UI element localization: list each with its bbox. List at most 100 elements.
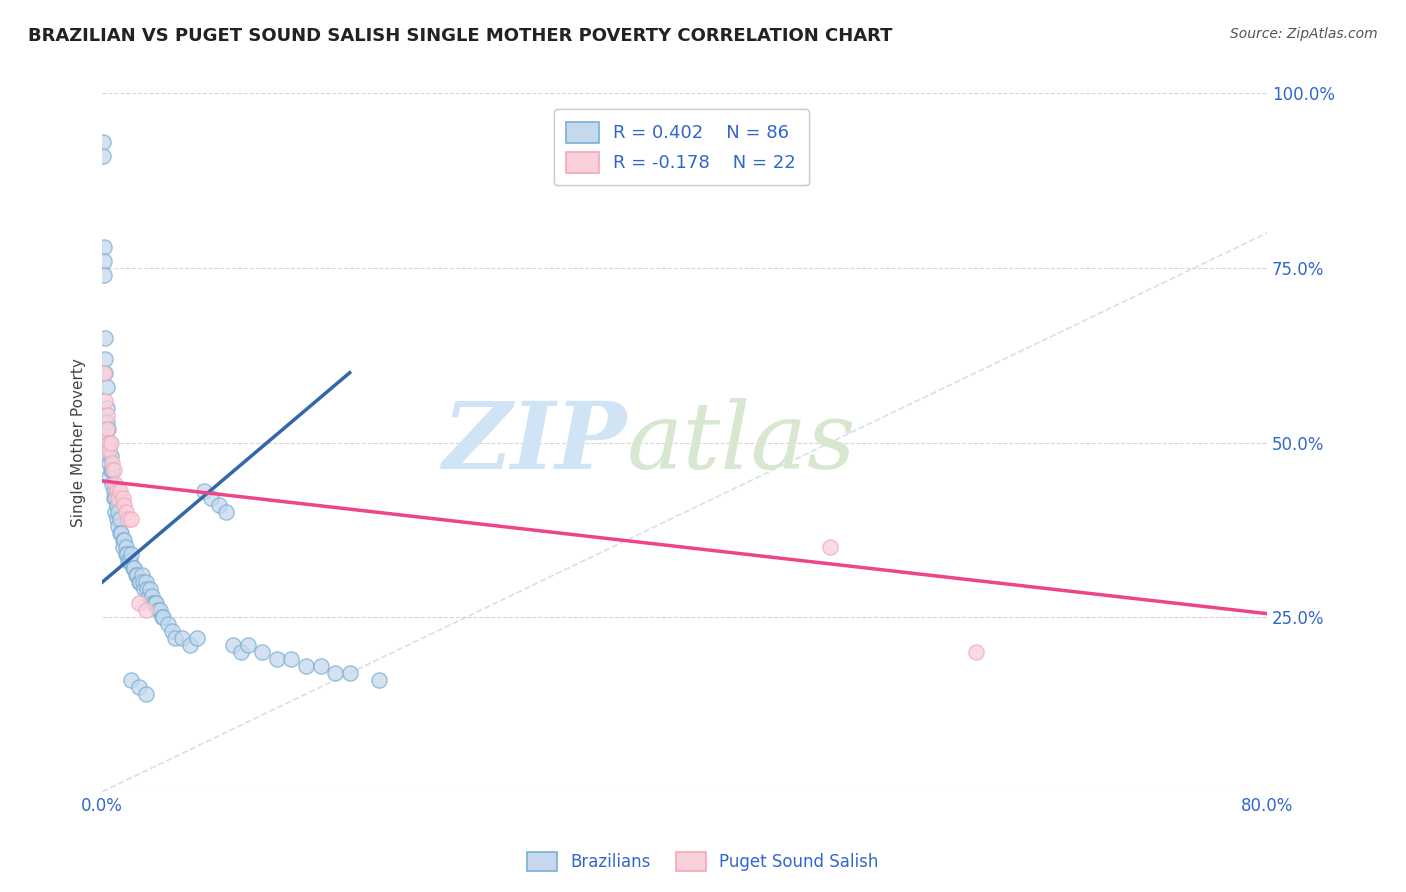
Point [104,477,127,491]
Point [101,477,124,491]
Legend: Brazilians, Puget Sound Salish: Brazilians, Puget Sound Salish [519,843,887,880]
Point [111,491,134,506]
Point [172,631,194,645]
Point [145,596,167,610]
Point [114,541,136,555]
Point [200,491,222,506]
Point [186,631,208,645]
Point [93,254,115,268]
Point [135,687,157,701]
Point [93,240,115,254]
Point [229,645,252,659]
Point [117,554,139,568]
Point [97,435,120,450]
Point [143,596,166,610]
Point [107,519,129,533]
Point [111,533,134,548]
Point [128,596,150,610]
Point [114,505,136,519]
Point [101,463,124,477]
Point [208,499,231,513]
Point [138,589,160,603]
Point [100,435,122,450]
Point [94,366,117,380]
Point [818,541,841,555]
Y-axis label: Single Mother Poverty: Single Mother Poverty [72,358,86,527]
Point [98,442,121,457]
Point [309,659,332,673]
Point [122,561,145,575]
Point [112,499,135,513]
Point [121,561,143,575]
Point [112,533,135,548]
Point [135,575,157,590]
Point [136,582,159,597]
Point [280,652,302,666]
Point [114,547,136,561]
Point [111,541,134,555]
Point [107,505,129,519]
Point [104,505,127,519]
Point [965,645,987,659]
Point [367,673,389,687]
Point [93,268,115,282]
Point [108,484,131,499]
Point [93,366,115,380]
Point [149,603,172,617]
Point [108,512,131,526]
Point [193,484,215,499]
Point [141,589,163,603]
Point [152,610,174,624]
Legend: R = 0.402    N = 86, R = -0.178    N = 22: R = 0.402 N = 86, R = -0.178 N = 22 [554,110,808,186]
Point [156,617,179,632]
Point [134,582,156,597]
Point [104,491,127,506]
Point [295,659,318,673]
Point [100,450,122,464]
Point [96,401,118,415]
Point [125,568,148,582]
Point [103,484,125,499]
Point [110,526,132,541]
Point [146,603,169,617]
Point [150,610,173,624]
Point [252,645,274,659]
Point [115,547,138,561]
Point [105,499,128,513]
Point [128,575,150,590]
Point [222,638,245,652]
Point [97,435,120,450]
Point [339,665,361,680]
Point [118,554,141,568]
Point [129,575,152,590]
Point [97,421,120,435]
Point [120,512,142,526]
Point [128,680,150,694]
Point [94,331,117,345]
Point [179,638,201,652]
Point [117,512,139,526]
Point [120,673,142,687]
Point [96,415,118,429]
Point [266,652,288,666]
Point [139,582,162,597]
Point [163,631,186,645]
Text: BRAZILIAN VS PUGET SOUND SALISH SINGLE MOTHER POVERTY CORRELATION CHART: BRAZILIAN VS PUGET SOUND SALISH SINGLE M… [28,27,893,45]
Text: atlas: atlas [626,398,856,488]
Point [236,638,259,652]
Point [96,421,118,435]
Point [97,450,120,464]
Point [215,505,238,519]
Point [131,568,153,582]
Point [100,463,122,477]
Point [142,596,165,610]
Point [127,568,149,582]
Point [323,665,346,680]
Point [105,512,128,526]
Point [94,351,117,366]
Point [132,575,155,590]
Point [103,491,125,506]
Point [107,491,129,506]
Point [96,408,118,422]
Point [98,435,121,450]
